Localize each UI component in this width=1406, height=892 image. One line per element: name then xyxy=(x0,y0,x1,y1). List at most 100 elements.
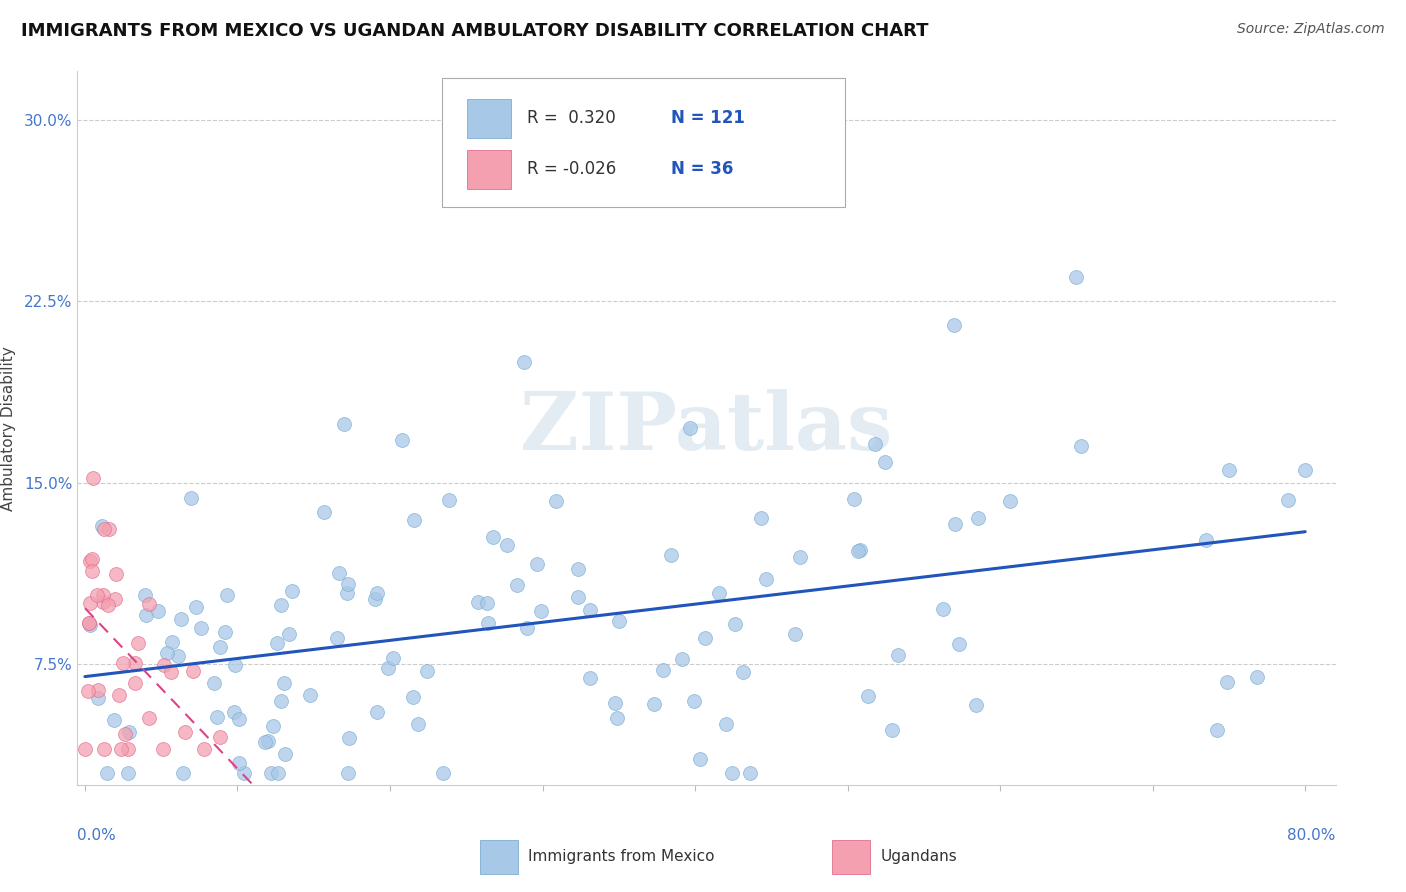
Point xyxy=(138,597,160,611)
Point xyxy=(516,621,538,635)
Point xyxy=(135,607,157,622)
Text: Ugandans: Ugandans xyxy=(880,849,957,863)
Point xyxy=(567,562,589,576)
Point xyxy=(153,657,176,672)
Point xyxy=(209,731,232,745)
Point xyxy=(659,548,682,562)
Point xyxy=(689,751,711,765)
Point xyxy=(366,586,388,600)
FancyBboxPatch shape xyxy=(443,78,845,207)
Point xyxy=(381,650,404,665)
Point xyxy=(849,542,872,557)
Point xyxy=(1195,533,1218,548)
Point xyxy=(1066,270,1088,285)
Point xyxy=(167,648,190,663)
Point xyxy=(932,602,955,616)
Point xyxy=(79,554,101,568)
FancyBboxPatch shape xyxy=(832,840,870,874)
Point xyxy=(228,712,250,726)
Point xyxy=(530,605,553,619)
Point xyxy=(278,627,301,641)
Point xyxy=(134,588,156,602)
Point xyxy=(205,710,228,724)
Point xyxy=(254,735,277,749)
Point xyxy=(683,694,706,708)
Point xyxy=(1216,675,1239,690)
Point xyxy=(87,682,110,697)
Point xyxy=(257,734,280,748)
Point xyxy=(180,491,202,505)
Point xyxy=(432,765,454,780)
Point xyxy=(186,599,208,614)
Point xyxy=(512,354,534,368)
Point xyxy=(103,713,125,727)
Point xyxy=(1218,463,1240,477)
Point xyxy=(1294,463,1316,477)
Point xyxy=(281,583,304,598)
Point xyxy=(146,604,169,618)
Point xyxy=(567,591,589,605)
Point xyxy=(1070,439,1092,453)
Point xyxy=(873,455,896,469)
Text: N = 121: N = 121 xyxy=(671,110,745,128)
Point xyxy=(91,588,114,602)
Point xyxy=(1206,723,1229,737)
Point xyxy=(943,517,966,532)
Point xyxy=(169,612,191,626)
Point xyxy=(96,765,118,780)
Point xyxy=(377,661,399,675)
Point xyxy=(117,765,139,780)
Point xyxy=(104,592,127,607)
Point xyxy=(1246,670,1268,684)
Point xyxy=(723,616,745,631)
Point xyxy=(82,471,104,485)
Point xyxy=(80,565,103,579)
Point xyxy=(1277,493,1299,508)
Point xyxy=(232,765,254,780)
Point xyxy=(222,705,245,719)
Point xyxy=(366,705,388,719)
Text: IMMIGRANTS FROM MEXICO VS UGANDAN AMBULATORY DISABILITY CORRELATION CHART: IMMIGRANTS FROM MEXICO VS UGANDAN AMBULA… xyxy=(21,22,928,40)
Point xyxy=(270,693,292,707)
Point xyxy=(652,664,675,678)
Point xyxy=(333,417,356,431)
Point xyxy=(671,651,693,665)
Y-axis label: Ambulatory Disability: Ambulatory Disability xyxy=(0,346,15,510)
Point xyxy=(943,318,966,333)
Point xyxy=(579,671,602,685)
Point xyxy=(707,585,730,599)
Point xyxy=(606,711,628,725)
Point xyxy=(506,578,529,592)
Text: Immigrants from Mexico: Immigrants from Mexico xyxy=(527,849,714,863)
Point xyxy=(749,510,772,524)
Point xyxy=(262,719,284,733)
Text: Source: ZipAtlas.com: Source: ZipAtlas.com xyxy=(1237,22,1385,37)
Point xyxy=(437,492,460,507)
Point xyxy=(160,634,183,648)
Point xyxy=(114,726,136,740)
Point xyxy=(209,640,232,654)
Point xyxy=(82,552,104,566)
Point xyxy=(160,665,183,679)
Point xyxy=(190,621,212,635)
Point xyxy=(266,635,288,649)
Point xyxy=(998,493,1021,508)
Point xyxy=(181,664,204,678)
Point xyxy=(477,616,499,631)
Text: 0.0%: 0.0% xyxy=(77,828,117,843)
Text: ZIPatlas: ZIPatlas xyxy=(520,389,893,467)
Point xyxy=(404,513,426,527)
Point xyxy=(75,741,97,756)
Point xyxy=(337,765,360,780)
Point xyxy=(336,585,359,599)
Point xyxy=(526,557,548,571)
Point xyxy=(328,566,350,580)
Point xyxy=(79,617,101,632)
FancyBboxPatch shape xyxy=(479,840,517,874)
Point xyxy=(127,636,149,650)
Point xyxy=(733,665,755,680)
Point xyxy=(298,689,321,703)
Point xyxy=(846,543,869,558)
Point xyxy=(948,637,970,651)
Point xyxy=(842,492,865,507)
